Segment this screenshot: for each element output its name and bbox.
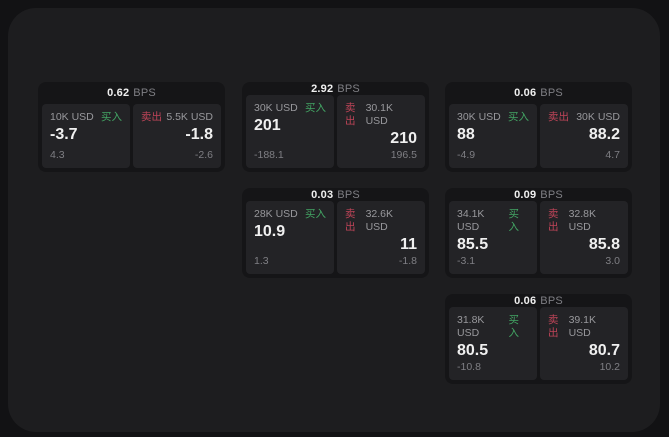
buy-price: 10.9 — [254, 223, 286, 240]
sell-side-label: 卖出 — [345, 102, 356, 127]
bps-header: 0.06 BPS — [445, 294, 632, 307]
sell-price: 11 — [400, 236, 417, 253]
buy-quote-panel[interactable]: 31.8K USD 买入 80.5 -10.8 — [449, 307, 537, 380]
sell-side-label: 卖出 — [548, 314, 559, 339]
sell-price: 88.2 — [588, 126, 620, 143]
buy-price: 201 — [254, 117, 281, 134]
sell-delta: -2.6 — [194, 149, 213, 161]
sell-delta: 10.2 — [599, 361, 620, 373]
buy-delta: -4.9 — [457, 149, 476, 161]
buy-side-label: 买入 — [508, 314, 519, 339]
sell-quote-panel[interactable]: 卖出 30K USD 88.2 4.7 — [540, 104, 628, 168]
sell-amount: 39.1K USD — [568, 314, 597, 339]
buy-delta: -3.1 — [457, 255, 476, 267]
sell-delta: 196.5 — [390, 149, 417, 161]
bps-value: 2.92 — [311, 82, 334, 95]
bps-header: 0.62 BPS — [38, 82, 225, 104]
sell-delta: 4.7 — [605, 149, 620, 161]
bps-unit-label: BPS — [540, 294, 563, 307]
bps-value: 0.09 — [514, 188, 537, 201]
sell-price: 80.7 — [588, 342, 620, 359]
quote-card-5: 0.09 BPS 34.1K USD 买入 85.5 -3.1 卖出 32.8K… — [445, 188, 632, 278]
sell-price: -1.8 — [185, 126, 213, 143]
buy-price: 80.5 — [457, 342, 489, 359]
buy-amount: 30K USD — [457, 111, 501, 123]
buy-amount: 10K USD — [50, 111, 94, 123]
buy-delta: -10.8 — [457, 361, 481, 373]
bps-header: 2.92 BPS — [242, 82, 429, 95]
buy-amount: 31.8K USD — [457, 314, 485, 339]
bps-value: 0.03 — [311, 188, 334, 201]
sell-quote-panel[interactable]: 卖出 32.8K USD 85.8 3.0 — [540, 201, 628, 274]
bps-header: 0.06 BPS — [445, 82, 632, 104]
sell-price: 210 — [390, 130, 417, 147]
bps-value: 0.06 — [514, 294, 537, 307]
buy-amount: 34.1K USD — [457, 208, 485, 233]
buy-side-label: 买入 — [305, 102, 326, 114]
buy-quote-panel[interactable]: 34.1K USD 买入 85.5 -3.1 — [449, 201, 537, 274]
buy-quote-panel[interactable]: 10K USD 买入 -3.7 4.3 — [42, 104, 130, 168]
sell-amount: 30.1K USD — [365, 102, 394, 127]
quote-card-1: 0.62 BPS 10K USD 买入 -3.7 4.3 卖出 5.5K USD… — [38, 82, 225, 172]
buy-delta: 4.3 — [50, 149, 65, 161]
sell-quote-panel[interactable]: 卖出 30.1K USD 210 196.5 — [337, 95, 425, 168]
bps-header: 0.09 BPS — [445, 188, 632, 201]
buy-delta: 1.3 — [254, 255, 269, 267]
sell-amount: 5.5K USD — [166, 111, 213, 123]
buy-side-label: 买入 — [508, 111, 529, 123]
sell-quote-panel[interactable]: 卖出 5.5K USD -1.8 -2.6 — [133, 104, 221, 168]
buy-price: 88 — [457, 126, 475, 143]
sell-side-label: 卖出 — [345, 208, 356, 233]
bps-unit-label: BPS — [337, 82, 360, 95]
buy-side-label: 买入 — [508, 208, 519, 233]
sell-delta: 3.0 — [605, 255, 620, 267]
buy-quote-panel[interactable]: 30K USD 买入 88 -4.9 — [449, 104, 537, 168]
buy-price: -3.7 — [50, 126, 78, 143]
sell-price: 85.8 — [588, 236, 620, 253]
sell-quote-panel[interactable]: 卖出 39.1K USD 80.7 10.2 — [540, 307, 628, 380]
quote-card-4: 0.03 BPS 28K USD 买入 10.9 1.3 卖出 32.6K US… — [242, 188, 429, 278]
bps-unit-label: BPS — [337, 188, 360, 201]
sell-amount: 32.6K USD — [365, 208, 394, 233]
bps-value: 0.62 — [107, 87, 130, 99]
buy-price: 85.5 — [457, 236, 489, 253]
sell-side-label: 卖出 — [548, 208, 559, 233]
buy-side-label: 买入 — [101, 111, 122, 123]
buy-delta: -188.1 — [254, 149, 284, 161]
quote-card-6: 0.06 BPS 31.8K USD 买入 80.5 -10.8 卖出 39.1… — [445, 294, 632, 384]
bps-header: 0.03 BPS — [242, 188, 429, 201]
buy-side-label: 买入 — [305, 208, 326, 220]
buy-amount: 30K USD — [254, 102, 298, 114]
sell-delta: -1.8 — [398, 255, 417, 267]
buy-quote-panel[interactable]: 28K USD 买入 10.9 1.3 — [246, 201, 334, 274]
sell-amount: 32.8K USD — [568, 208, 597, 233]
bps-unit-label: BPS — [540, 87, 563, 99]
quote-card-3: 0.06 BPS 30K USD 买入 88 -4.9 卖出 30K USD 8… — [445, 82, 632, 172]
sell-side-label: 卖出 — [141, 111, 162, 123]
sell-side-label: 卖出 — [548, 111, 569, 123]
buy-amount: 28K USD — [254, 208, 298, 220]
sell-quote-panel[interactable]: 卖出 32.6K USD 11 -1.8 — [337, 201, 425, 274]
sell-amount: 30K USD — [576, 111, 620, 123]
quote-card-2: 2.92 BPS 30K USD 买入 201 -188.1 卖出 30.1K … — [242, 82, 429, 172]
bps-unit-label: BPS — [540, 188, 563, 201]
buy-quote-panel[interactable]: 30K USD 买入 201 -188.1 — [246, 95, 334, 168]
bps-value: 0.06 — [514, 87, 537, 99]
bps-unit-label: BPS — [133, 87, 156, 99]
